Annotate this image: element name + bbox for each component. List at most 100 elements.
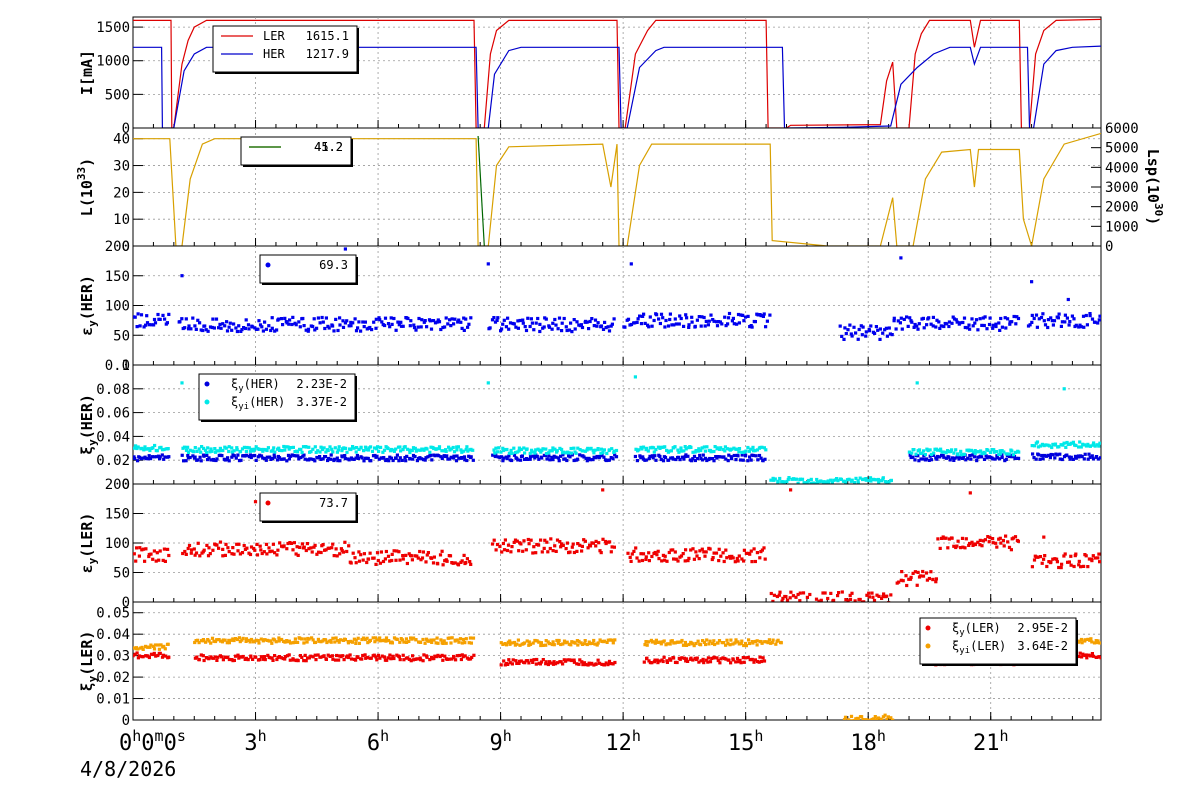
data-point bbox=[429, 327, 434, 331]
data-point bbox=[835, 477, 839, 481]
data-point bbox=[856, 479, 860, 483]
data-point bbox=[341, 325, 346, 329]
data-point bbox=[202, 454, 206, 458]
data-point bbox=[1055, 557, 1059, 561]
data-point bbox=[283, 448, 287, 452]
data-point bbox=[370, 328, 374, 332]
data-point bbox=[315, 326, 319, 330]
data-point bbox=[327, 546, 331, 550]
data-point bbox=[255, 553, 260, 557]
data-point bbox=[673, 445, 677, 449]
data-point bbox=[698, 549, 702, 553]
data-point bbox=[430, 458, 434, 462]
data-point bbox=[890, 333, 894, 337]
data-point bbox=[742, 559, 746, 563]
data-point bbox=[655, 313, 659, 317]
data-point bbox=[700, 446, 704, 450]
data-point bbox=[467, 322, 471, 326]
data-point bbox=[856, 337, 860, 341]
data-point bbox=[1079, 637, 1083, 642]
data-point bbox=[370, 449, 375, 453]
data-point bbox=[262, 550, 266, 554]
data-point bbox=[1074, 552, 1078, 556]
data-point bbox=[929, 458, 933, 462]
data-point bbox=[684, 643, 689, 647]
data-point bbox=[1013, 450, 1017, 454]
data-point bbox=[336, 459, 340, 463]
data-point bbox=[883, 713, 887, 717]
data-point bbox=[196, 638, 200, 642]
data-point bbox=[369, 656, 373, 660]
data-point bbox=[595, 324, 599, 328]
data-point bbox=[950, 448, 954, 452]
data-point bbox=[924, 571, 929, 575]
data-point bbox=[149, 643, 153, 647]
data-point bbox=[361, 653, 365, 658]
data-point bbox=[334, 636, 338, 640]
data-point bbox=[708, 456, 712, 461]
data-point bbox=[572, 660, 576, 664]
data-point bbox=[150, 323, 154, 327]
data-point bbox=[706, 660, 710, 664]
data-point bbox=[452, 456, 456, 460]
data-point bbox=[314, 450, 318, 454]
data-point bbox=[1006, 540, 1010, 544]
data-point bbox=[263, 638, 267, 642]
data-point bbox=[261, 329, 265, 333]
data-point bbox=[592, 451, 596, 455]
data-point bbox=[221, 547, 225, 551]
data-point bbox=[316, 637, 320, 641]
data-point bbox=[1071, 440, 1075, 444]
data-point bbox=[357, 447, 361, 451]
data-point bbox=[644, 640, 648, 644]
data-point bbox=[507, 454, 511, 458]
data-point bbox=[449, 447, 454, 451]
y2-tick-label: 6000 bbox=[1105, 121, 1139, 137]
data-point bbox=[891, 718, 895, 720]
data-point bbox=[1057, 565, 1061, 570]
data-point bbox=[958, 455, 962, 459]
data-point bbox=[389, 456, 393, 460]
data-point bbox=[771, 476, 775, 480]
data-point bbox=[885, 717, 889, 720]
data-point bbox=[952, 458, 956, 462]
data-point bbox=[240, 638, 244, 642]
data-point bbox=[285, 459, 289, 463]
data-point bbox=[540, 550, 544, 554]
data-point bbox=[154, 559, 158, 563]
data-point bbox=[408, 448, 412, 452]
data-point bbox=[869, 324, 873, 328]
data-point bbox=[599, 324, 604, 328]
data-point bbox=[302, 641, 306, 645]
data-point bbox=[736, 640, 740, 644]
data-point bbox=[1088, 312, 1092, 316]
data-point bbox=[1051, 442, 1055, 446]
data-point bbox=[462, 449, 466, 453]
data-point bbox=[881, 331, 885, 335]
data-point bbox=[517, 449, 521, 453]
data-point bbox=[277, 317, 281, 321]
data-point bbox=[691, 547, 695, 551]
data-point bbox=[206, 329, 210, 333]
data-point bbox=[457, 318, 461, 322]
data-point bbox=[1088, 654, 1093, 658]
data-point bbox=[1065, 453, 1069, 457]
data-point bbox=[499, 641, 503, 645]
data-point bbox=[225, 320, 229, 324]
data-point bbox=[1038, 457, 1042, 461]
data-point bbox=[160, 655, 165, 659]
data-point bbox=[451, 561, 455, 565]
data-point bbox=[471, 448, 475, 452]
data-point bbox=[561, 642, 565, 646]
data-point bbox=[1077, 455, 1081, 459]
data-point bbox=[517, 446, 521, 450]
data-point bbox=[968, 454, 972, 458]
data-point bbox=[440, 549, 444, 553]
legend-value: 2.23E-2 bbox=[296, 377, 347, 391]
data-point bbox=[572, 550, 576, 555]
data-point bbox=[853, 604, 856, 607]
data-point bbox=[249, 455, 253, 460]
x-tick-label: 18h bbox=[850, 727, 886, 756]
data-point bbox=[355, 453, 359, 458]
data-point bbox=[984, 454, 988, 458]
